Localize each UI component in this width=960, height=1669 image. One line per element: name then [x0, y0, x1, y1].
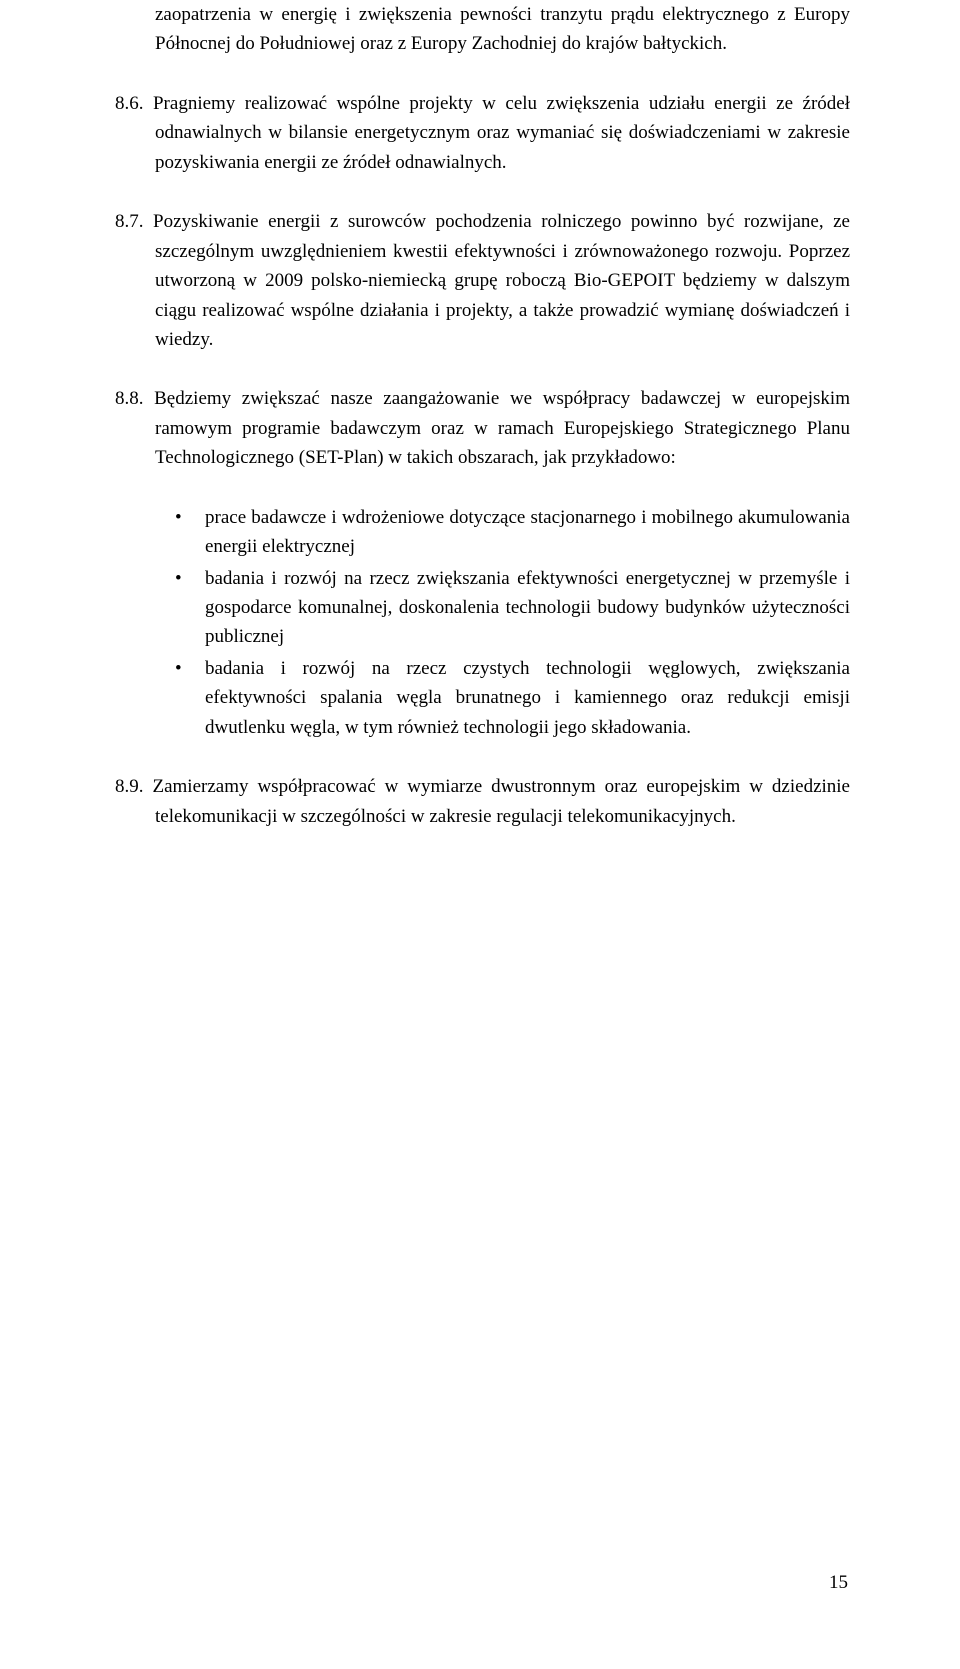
- bullet-item: badania i rozwój na rzecz czystych techn…: [175, 654, 850, 742]
- paragraph-8-8: 8.8. Będziemy zwiększać nasze zaangażowa…: [115, 384, 850, 472]
- document-page: zaopatrzenia w energię i zwiększenia pew…: [0, 0, 960, 1669]
- paragraph-continuation: zaopatrzenia w energię i zwiększenia pew…: [115, 0, 850, 59]
- bullet-list: prace badawcze i wdrożeniowe dotyczące s…: [115, 503, 850, 743]
- paragraph-8-7: 8.7. Pozyskiwanie energii z surowców poc…: [115, 207, 850, 354]
- paragraph-8-6: 8.6. Pragniemy realizować wspólne projek…: [115, 89, 850, 177]
- paragraph-8-9: 8.9. Zamierzamy współpracować w wymiarze…: [115, 772, 850, 831]
- page-number: 15: [829, 1568, 848, 1597]
- bullet-item: prace badawcze i wdrożeniowe dotyczące s…: [175, 503, 850, 562]
- bullet-item: badania i rozwój na rzecz zwiększania ef…: [175, 564, 850, 652]
